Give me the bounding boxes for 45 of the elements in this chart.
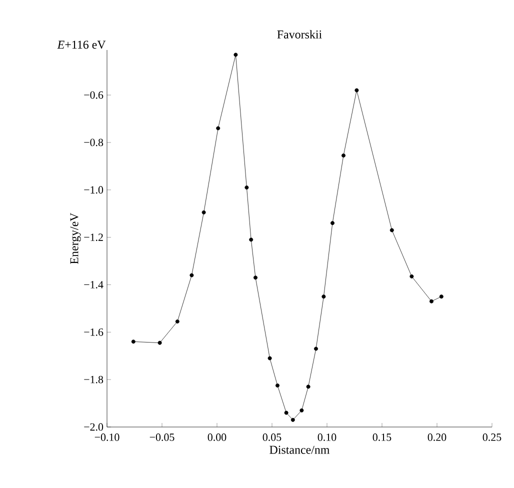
x-tick-label: −0.10 [94,434,120,441]
y-tick-label: −0.6 [84,91,104,99]
x-tick-label: 0.20 [428,434,446,441]
point [216,126,220,130]
y-axis-title: Energy/eV [70,212,81,264]
x-tick-label: 0.10 [318,434,336,441]
point [410,274,414,278]
point [342,154,346,158]
y-tick-label: −0.8 [84,138,104,146]
y-tick-label: −1.2 [84,234,103,242]
point [290,418,295,422]
point [306,384,310,389]
x-tick-label: −0.05 [150,434,174,441]
point [390,228,394,232]
point [131,340,136,344]
x-axis-title: Distance/nm [270,446,330,454]
text: E+116 eV [57,40,106,49]
point [254,276,258,280]
point [175,319,180,324]
x-tick-label: 0.05 [262,434,282,441]
x-tick-label: 0.00 [208,434,226,441]
point [249,238,254,242]
point [300,408,304,412]
point [354,88,359,92]
x-tick-label: 0.15 [372,434,392,441]
point [244,186,249,190]
y-tick-label: −1.8 [84,376,104,384]
point [314,346,318,351]
point [330,221,334,226]
y-tick-label: −1.6 [84,328,104,336]
point [439,294,444,299]
chart-title: Favorskii [277,30,322,38]
y-tick-label: −1.4 [84,281,104,288]
point [268,356,272,360]
y-tick-label: −2.0 [84,423,104,431]
y-tick-label: −1.0 [84,186,104,194]
point [158,340,162,345]
point [276,384,280,388]
point [190,273,194,278]
point [322,294,326,299]
x-tick-label: 0.25 [482,434,502,441]
point [430,299,434,304]
point [234,52,238,57]
point [202,210,206,214]
point [284,410,288,415]
